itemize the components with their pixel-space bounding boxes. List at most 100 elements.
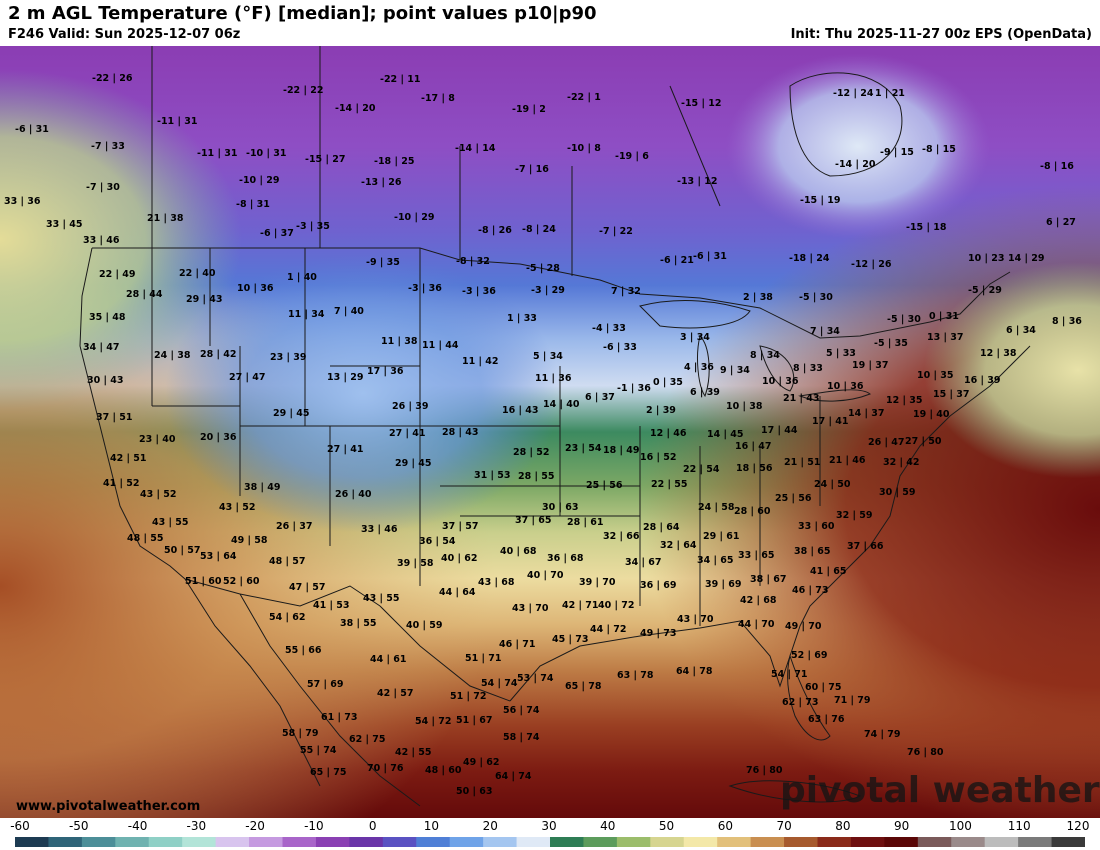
point-value-label: -5 | 30 — [799, 292, 833, 303]
point-value-label: -22 | 22 — [283, 85, 323, 96]
point-value-label: 54 | 71 — [771, 669, 808, 680]
point-value-label: 34 | 65 — [697, 555, 734, 566]
colorbar-tick-label: -50 — [68, 819, 89, 833]
point-value-label: 19 | 37 — [852, 360, 889, 371]
us-canada-border — [92, 247, 1011, 339]
point-value-label: 21 | 46 — [829, 455, 866, 466]
point-value-label: 57 | 69 — [307, 679, 344, 690]
point-value-label: 51 | 67 — [456, 715, 493, 726]
colorbar-swatch — [650, 837, 685, 847]
point-value-label: 17 | 36 — [367, 366, 404, 377]
point-value-label: -19 | 2 — [512, 104, 546, 115]
point-value-label: 7 | 34 — [810, 326, 840, 337]
point-value-label: 74 | 79 — [864, 729, 901, 740]
point-value-label: 14 | 37 — [848, 408, 885, 419]
color-scale: -60 -50 -40 -30 -20 -10 0 10 20 30 40 50 60 70 80 90 100… — [0, 818, 1100, 850]
point-value-label: 62 | 75 — [349, 734, 386, 745]
point-value-label: 14 | 40 — [543, 399, 580, 410]
florida — [787, 654, 831, 741]
point-value-label: 30 | 63 — [542, 502, 579, 513]
point-value-label: 35 | 48 — [89, 312, 126, 323]
point-value-label: 0 | 31 — [929, 311, 959, 322]
point-value-label: -9 | 15 — [880, 147, 914, 158]
colorbar-tick-label: 40 — [600, 819, 616, 833]
colorbar-tick-label: 30 — [541, 819, 557, 833]
point-value-label: 1 | 21 — [875, 88, 905, 99]
colorbar-swatch — [449, 837, 484, 847]
point-value-label: -8 | 15 — [922, 144, 956, 155]
point-value-label: -18 | 25 — [374, 156, 414, 167]
colorbar-tick-label: -60 — [10, 819, 30, 833]
colorbar-swatch — [48, 837, 83, 847]
point-value-label: 11 | 44 — [422, 340, 459, 351]
point-value-label: -7 | 16 — [515, 164, 549, 175]
point-value-label: 51 | 71 — [465, 653, 502, 664]
colorbar-swatch — [282, 837, 317, 847]
point-value-label: 76 | 80 — [907, 747, 944, 758]
point-value-label: 54 | 74 — [481, 678, 518, 689]
point-value-label: 26 | 39 — [392, 401, 429, 412]
point-value-label: 43 | 70 — [512, 603, 549, 614]
point-value-label: -18 | 24 — [789, 253, 830, 264]
colorbar-tick-label: -40 — [127, 819, 148, 833]
point-value-label: 17 | 44 — [761, 425, 798, 436]
point-value-label: 40 | 70 — [527, 570, 564, 581]
point-value-label: -17 | 8 — [421, 93, 455, 104]
point-value-label: 36 | 54 — [419, 536, 456, 547]
colorbar-swatch — [182, 837, 217, 847]
point-value-label: 42 | 71 — [562, 600, 599, 611]
colorbar-swatch — [683, 837, 718, 847]
point-value-label: 39 | 58 — [397, 558, 434, 569]
map-canvas: -22 | 26 -22 | 22 -22 | 11-17 | 8 -22 | 1 -1… — [0, 46, 1100, 818]
colorbar-tick-label: 0 — [368, 819, 377, 833]
point-value-label: -15 | 18 — [906, 222, 947, 233]
point-value-label: 32 | 42 — [883, 457, 920, 468]
mexico-coast — [184, 578, 421, 807]
point-value-label: 43 | 70 — [677, 614, 714, 625]
point-value-label: -6 | 31 — [693, 251, 727, 262]
point-value-label: 2 | 38 — [743, 292, 773, 303]
point-value-label: 43 | 55 — [152, 517, 189, 528]
site-url[interactable]: www.pivotalweather.com — [16, 799, 201, 814]
point-value-label: -12 | 24 — [833, 88, 874, 99]
point-value-label: 41 | 65 — [810, 566, 847, 577]
point-value-label: -10 | 29 — [394, 212, 434, 223]
west-coast — [79, 247, 186, 580]
point-value-label: 38 | 55 — [340, 618, 377, 629]
point-value-label: 12 | 38 — [980, 348, 1017, 359]
point-value-label: 38 | 67 — [750, 574, 787, 585]
point-value-label: -8 | 32 — [456, 256, 490, 267]
point-value-label: 6 | 34 — [1006, 325, 1036, 336]
colorbar-swatch — [984, 837, 1019, 847]
point-value-label: 46 | 71 — [499, 639, 536, 650]
point-value-label: 8 | 34 — [750, 350, 780, 361]
point-value-label: 10 | 23 — [968, 253, 1005, 264]
point-value-label: 22 | 40 — [179, 268, 216, 279]
point-value-label: 21 | 43 — [783, 393, 820, 404]
point-value-label: 13 | 29 — [327, 372, 364, 383]
point-value-label: 28 | 52 — [513, 447, 550, 458]
point-value-label: -6 | 33 — [603, 342, 637, 353]
colorbar-swatch — [483, 837, 518, 847]
point-value-label: 63 | 76 — [808, 714, 845, 725]
us-mexico-border — [184, 578, 511, 702]
point-value-label: -13 | 26 — [361, 177, 402, 188]
point-value-label: 9 | 34 — [720, 365, 750, 376]
colorbar-swatch — [349, 837, 384, 847]
point-value-label: 23 | 54 — [565, 443, 602, 454]
point-value-label: 46 | 73 — [792, 585, 829, 596]
point-value-label: 56 | 74 — [503, 705, 540, 716]
point-value-label: 65 | 78 — [565, 681, 602, 692]
point-value-label: 47 | 57 — [289, 582, 326, 593]
point-value-label: 32 | 59 — [836, 510, 873, 521]
colorbar-swatch — [616, 837, 651, 847]
point-value-label: 10 | 38 — [726, 401, 763, 412]
point-value-label: 10 | 36 — [237, 283, 274, 294]
point-value-label: 58 | 79 — [282, 728, 319, 739]
point-value-label: 53 | 64 — [200, 551, 237, 562]
point-value-label: -7 | 33 — [91, 141, 125, 152]
point-value-label: 52 | 60 — [223, 576, 260, 587]
point-value-label: 18 | 56 — [736, 463, 773, 474]
colorbar-swatch — [550, 837, 585, 847]
